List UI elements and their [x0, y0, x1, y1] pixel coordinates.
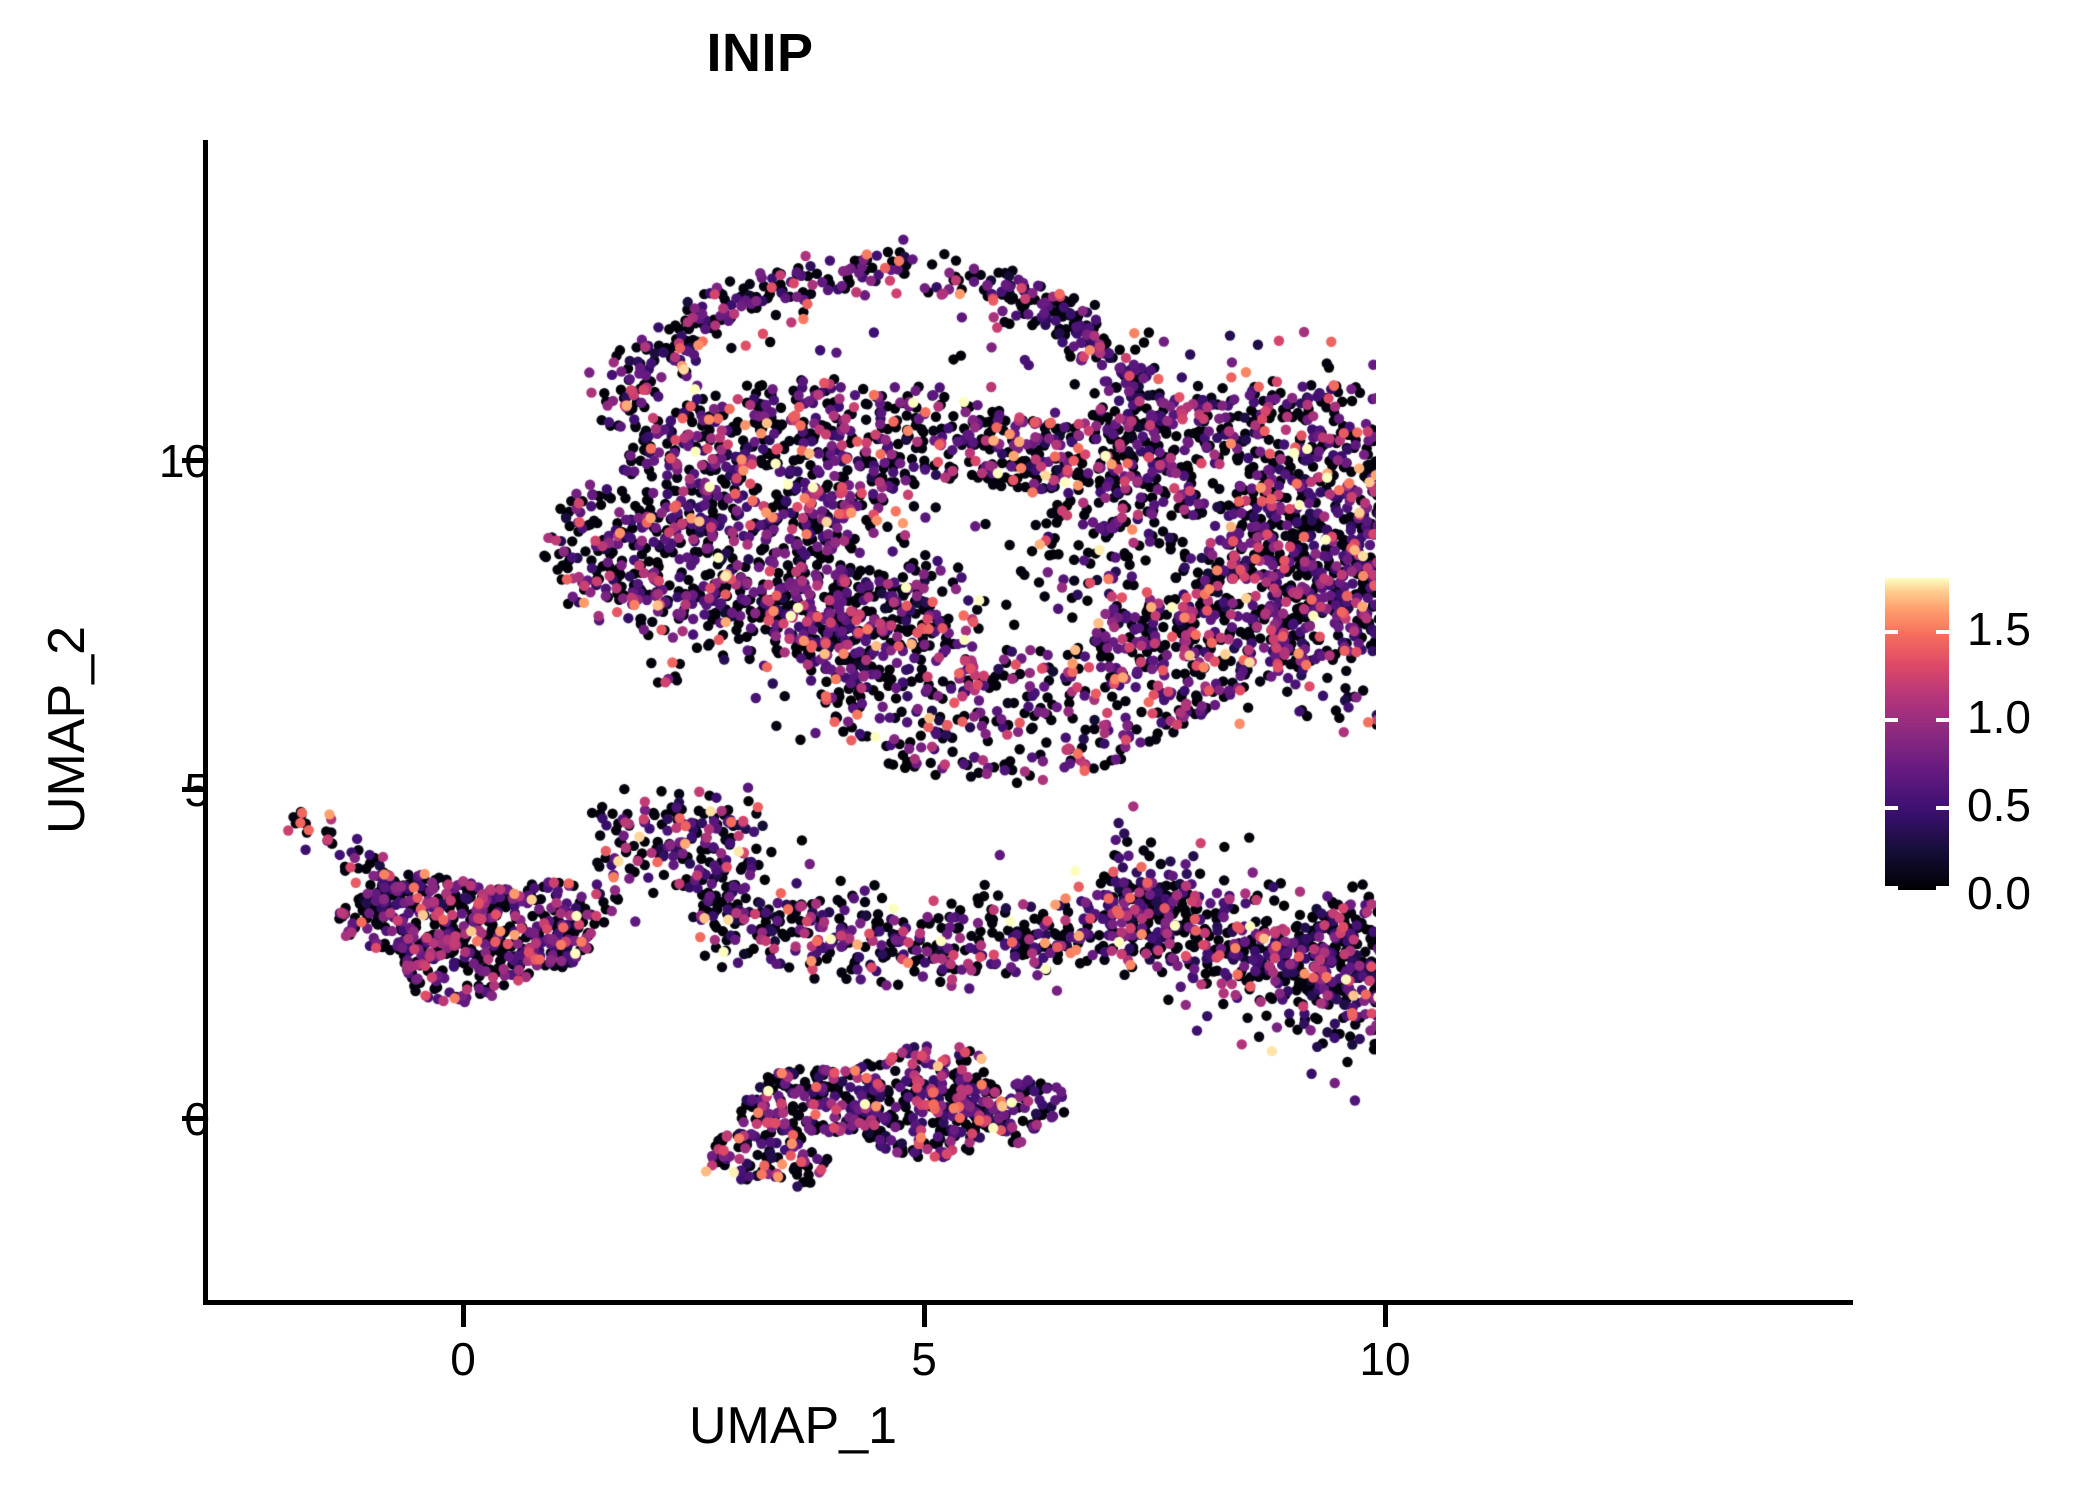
colorbar-gradient [1885, 578, 1949, 890]
y-tick-label-10: 10 [158, 435, 210, 487]
y-tick-label-5: 5 [184, 764, 210, 816]
y-tick-mark-0 [182, 1116, 204, 1121]
x-tick-mark-10 [1383, 1305, 1388, 1327]
x-tick-label-5: 5 [911, 1333, 937, 1385]
y-axis-line [203, 140, 208, 1305]
colorbar-label-1.0: 1.0 [1967, 691, 2031, 743]
colorbar-label-1.5: 1.5 [1967, 603, 2031, 655]
x-tick-mark-0 [461, 1305, 466, 1327]
colorbar-label-0.0: 0.0 [1967, 867, 2031, 919]
scatter-plot-panel [206, 140, 1376, 1302]
x-tick-mark-5 [922, 1305, 927, 1327]
y-tick-mark-10 [182, 458, 204, 463]
colorbar-tick-0.0-left [1885, 886, 1898, 890]
colorbar-tick-0.5-left [1885, 806, 1898, 810]
x-tick-label-10: 10 [1359, 1333, 1411, 1385]
colorbar-tick-1.0-left [1885, 718, 1898, 722]
colorbar-tick-1.0-right [1936, 718, 1949, 722]
x-axis-title: UMAP_1 [688, 1397, 898, 1455]
scatter-points-layer [206, 140, 1376, 1302]
y-tick-mark-5 [182, 787, 204, 792]
colorbar-tick-0.5-right [1936, 806, 1949, 810]
colorbar-tick-1.5-right [1936, 630, 1949, 634]
colorbar-tick-0.0-right [1936, 886, 1949, 890]
y-axis-title: UMAP_2 [38, 625, 96, 835]
x-tick-label-0: 0 [450, 1333, 476, 1385]
page-title: INIP [706, 23, 814, 83]
y-tick-label-0: 0 [184, 1093, 210, 1145]
colorbar-label-0.5: 0.5 [1967, 779, 2031, 831]
colorbar-tick-1.5-left [1885, 630, 1898, 634]
x-axis-line [203, 1300, 1853, 1305]
